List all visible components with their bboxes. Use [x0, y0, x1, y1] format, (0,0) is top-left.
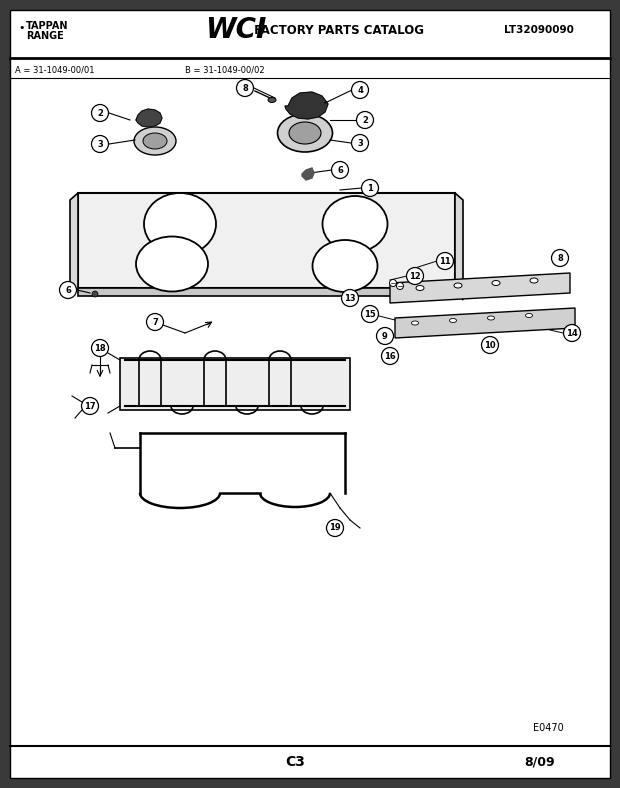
Text: A = 31-1049-00/01: A = 31-1049-00/01	[15, 65, 94, 75]
Circle shape	[60, 281, 76, 299]
Polygon shape	[136, 109, 162, 127]
Circle shape	[436, 252, 453, 269]
Text: 9: 9	[382, 332, 388, 340]
Text: 8/09: 8/09	[525, 756, 556, 768]
Text: 1: 1	[367, 184, 373, 192]
Text: eReplacementParts.com: eReplacementParts.com	[207, 243, 317, 252]
Ellipse shape	[416, 285, 424, 291]
Text: 13: 13	[344, 293, 356, 303]
Circle shape	[552, 250, 569, 266]
Text: 6: 6	[65, 285, 71, 295]
Ellipse shape	[289, 122, 321, 144]
Ellipse shape	[526, 314, 533, 318]
Ellipse shape	[492, 281, 500, 285]
Text: 3: 3	[97, 139, 103, 148]
Circle shape	[352, 81, 368, 98]
Text: 12: 12	[409, 272, 421, 281]
Circle shape	[352, 135, 368, 151]
Circle shape	[361, 180, 378, 196]
Text: 19: 19	[329, 523, 341, 533]
Text: WCI: WCI	[205, 16, 267, 44]
Polygon shape	[302, 168, 314, 180]
Ellipse shape	[322, 196, 388, 252]
Ellipse shape	[312, 240, 378, 292]
Circle shape	[81, 397, 99, 414]
Ellipse shape	[278, 114, 332, 152]
Circle shape	[381, 348, 399, 365]
Text: 18: 18	[94, 344, 106, 352]
Polygon shape	[395, 308, 575, 338]
Text: B = 31-1049-00/02: B = 31-1049-00/02	[185, 65, 265, 75]
Text: 7: 7	[152, 318, 158, 326]
Text: 8: 8	[242, 84, 248, 92]
Text: 16: 16	[384, 351, 396, 360]
Text: RANGE: RANGE	[26, 31, 64, 41]
Circle shape	[236, 80, 254, 96]
Text: •: •	[18, 23, 25, 33]
Circle shape	[376, 328, 394, 344]
Text: 2: 2	[362, 116, 368, 125]
Ellipse shape	[450, 318, 456, 322]
Text: E0470: E0470	[533, 723, 564, 733]
Text: 15: 15	[364, 310, 376, 318]
Polygon shape	[455, 193, 463, 300]
Ellipse shape	[136, 236, 208, 292]
Text: 14: 14	[566, 329, 578, 337]
Text: 6: 6	[337, 165, 343, 174]
Circle shape	[361, 306, 378, 322]
Circle shape	[327, 519, 343, 537]
Circle shape	[397, 283, 404, 289]
Ellipse shape	[268, 98, 276, 102]
Text: LT32090090: LT32090090	[504, 25, 574, 35]
Circle shape	[482, 336, 498, 354]
Circle shape	[146, 314, 164, 330]
Circle shape	[92, 291, 98, 297]
Circle shape	[564, 325, 580, 341]
Ellipse shape	[143, 133, 167, 149]
Circle shape	[92, 136, 108, 153]
Ellipse shape	[144, 193, 216, 255]
Circle shape	[407, 267, 423, 284]
Text: C3: C3	[285, 755, 305, 769]
Text: 8: 8	[557, 254, 563, 262]
Text: 10: 10	[484, 340, 496, 350]
Circle shape	[332, 162, 348, 179]
Ellipse shape	[530, 278, 538, 283]
Circle shape	[342, 289, 358, 307]
Text: 4: 4	[357, 86, 363, 95]
Polygon shape	[285, 92, 328, 119]
Ellipse shape	[487, 316, 495, 320]
Circle shape	[92, 105, 108, 121]
Text: 3: 3	[357, 139, 363, 147]
Circle shape	[389, 280, 397, 287]
Polygon shape	[70, 193, 78, 296]
Text: 11: 11	[439, 257, 451, 266]
Circle shape	[92, 340, 108, 356]
Polygon shape	[78, 288, 455, 296]
Ellipse shape	[454, 283, 462, 288]
Text: FACTORY PARTS CATALOG: FACTORY PARTS CATALOG	[250, 24, 424, 36]
Ellipse shape	[412, 321, 418, 325]
Polygon shape	[78, 193, 455, 288]
Polygon shape	[390, 273, 570, 303]
Text: 2: 2	[97, 109, 103, 117]
Text: TAPPAN: TAPPAN	[26, 21, 68, 31]
Bar	[120, 358, 350, 410]
Ellipse shape	[134, 127, 176, 155]
Circle shape	[356, 111, 373, 128]
Text: 17: 17	[84, 402, 96, 411]
